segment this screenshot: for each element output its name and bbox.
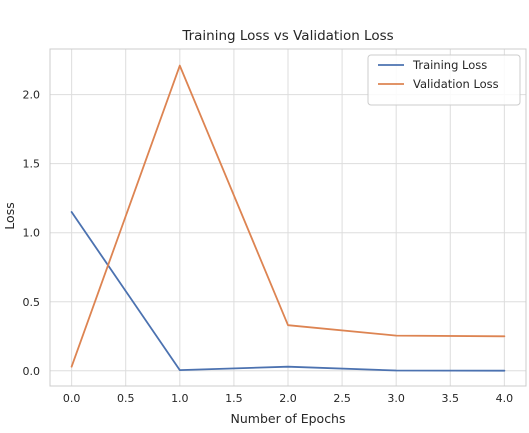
series-line-0: [70, 211, 506, 372]
series-lines: [70, 64, 506, 372]
y-tick-label: 1.0: [23, 227, 41, 240]
x-tick-label: 2.0: [279, 392, 297, 405]
x-tick-label: 3.5: [442, 392, 460, 405]
legend-entry: Validation Loss: [413, 77, 499, 91]
series-line-1: [70, 64, 506, 368]
y-tick-label: 2.0: [23, 89, 41, 102]
legend-entry: Training Loss: [412, 58, 487, 72]
y-tick-label: 0.0: [23, 365, 41, 378]
x-tick-label: 0.0: [63, 392, 81, 405]
plot-frame: [49, 48, 527, 387]
y-tick-labels: 0.0 0.5 1.0 1.5 2.0: [23, 89, 41, 378]
chart-title: Training Loss vs Validation Loss: [181, 28, 393, 44]
y-tick-label: 0.5: [23, 296, 41, 309]
legend: Training Loss Validation Loss: [367, 54, 521, 106]
x-tick-label: 4.0: [496, 392, 514, 405]
x-tick-label: 1.5: [225, 392, 243, 405]
x-tick-labels: 0.0 0.5 1.0 1.5 2.0 2.5 3.0 3.5 4.0: [63, 392, 513, 405]
y-axis-label: Loss: [2, 202, 17, 229]
y-tick-label: 1.5: [23, 158, 41, 171]
x-tick-label: 1.0: [171, 392, 189, 405]
legend-box: [367, 54, 521, 106]
x-axis-label: Number of Epochs: [231, 411, 346, 426]
x-tick-label: 0.5: [117, 392, 135, 405]
x-tick-label: 3.0: [387, 392, 405, 405]
x-tick-label: 2.5: [333, 392, 351, 405]
